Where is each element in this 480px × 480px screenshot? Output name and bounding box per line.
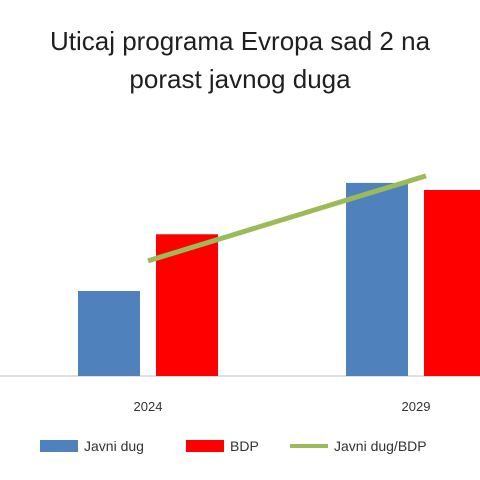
x-tick-label-2024: 2024 bbox=[134, 399, 163, 414]
bar-bdp-2024 bbox=[156, 234, 218, 376]
x-tick-label-2029: 2029 bbox=[402, 399, 431, 414]
bar-bdp-2029 bbox=[424, 190, 480, 376]
line-series-javni-dug-bdp bbox=[147, 173, 427, 264]
legend-swatch-javni-dug bbox=[40, 440, 78, 452]
chart-title: Uticaj programa Evropa sad 2 na porast j… bbox=[0, 22, 480, 98]
legend-swatch-bdp bbox=[186, 440, 224, 452]
chart-title-line-1: Uticaj programa Evropa sad 2 na bbox=[49, 26, 431, 56]
chart-title-line-2: porast javnog duga bbox=[129, 64, 351, 94]
legend-label-javni-dug: Javni dug bbox=[84, 438, 144, 454]
bar-javni-dug-2029 bbox=[346, 182, 408, 376]
bar-javni-dug-2024 bbox=[78, 290, 140, 376]
legend-label-javni-dug-bdp: Javni dug/BDP bbox=[334, 438, 427, 454]
legend-label-bdp: BDP bbox=[230, 438, 259, 454]
